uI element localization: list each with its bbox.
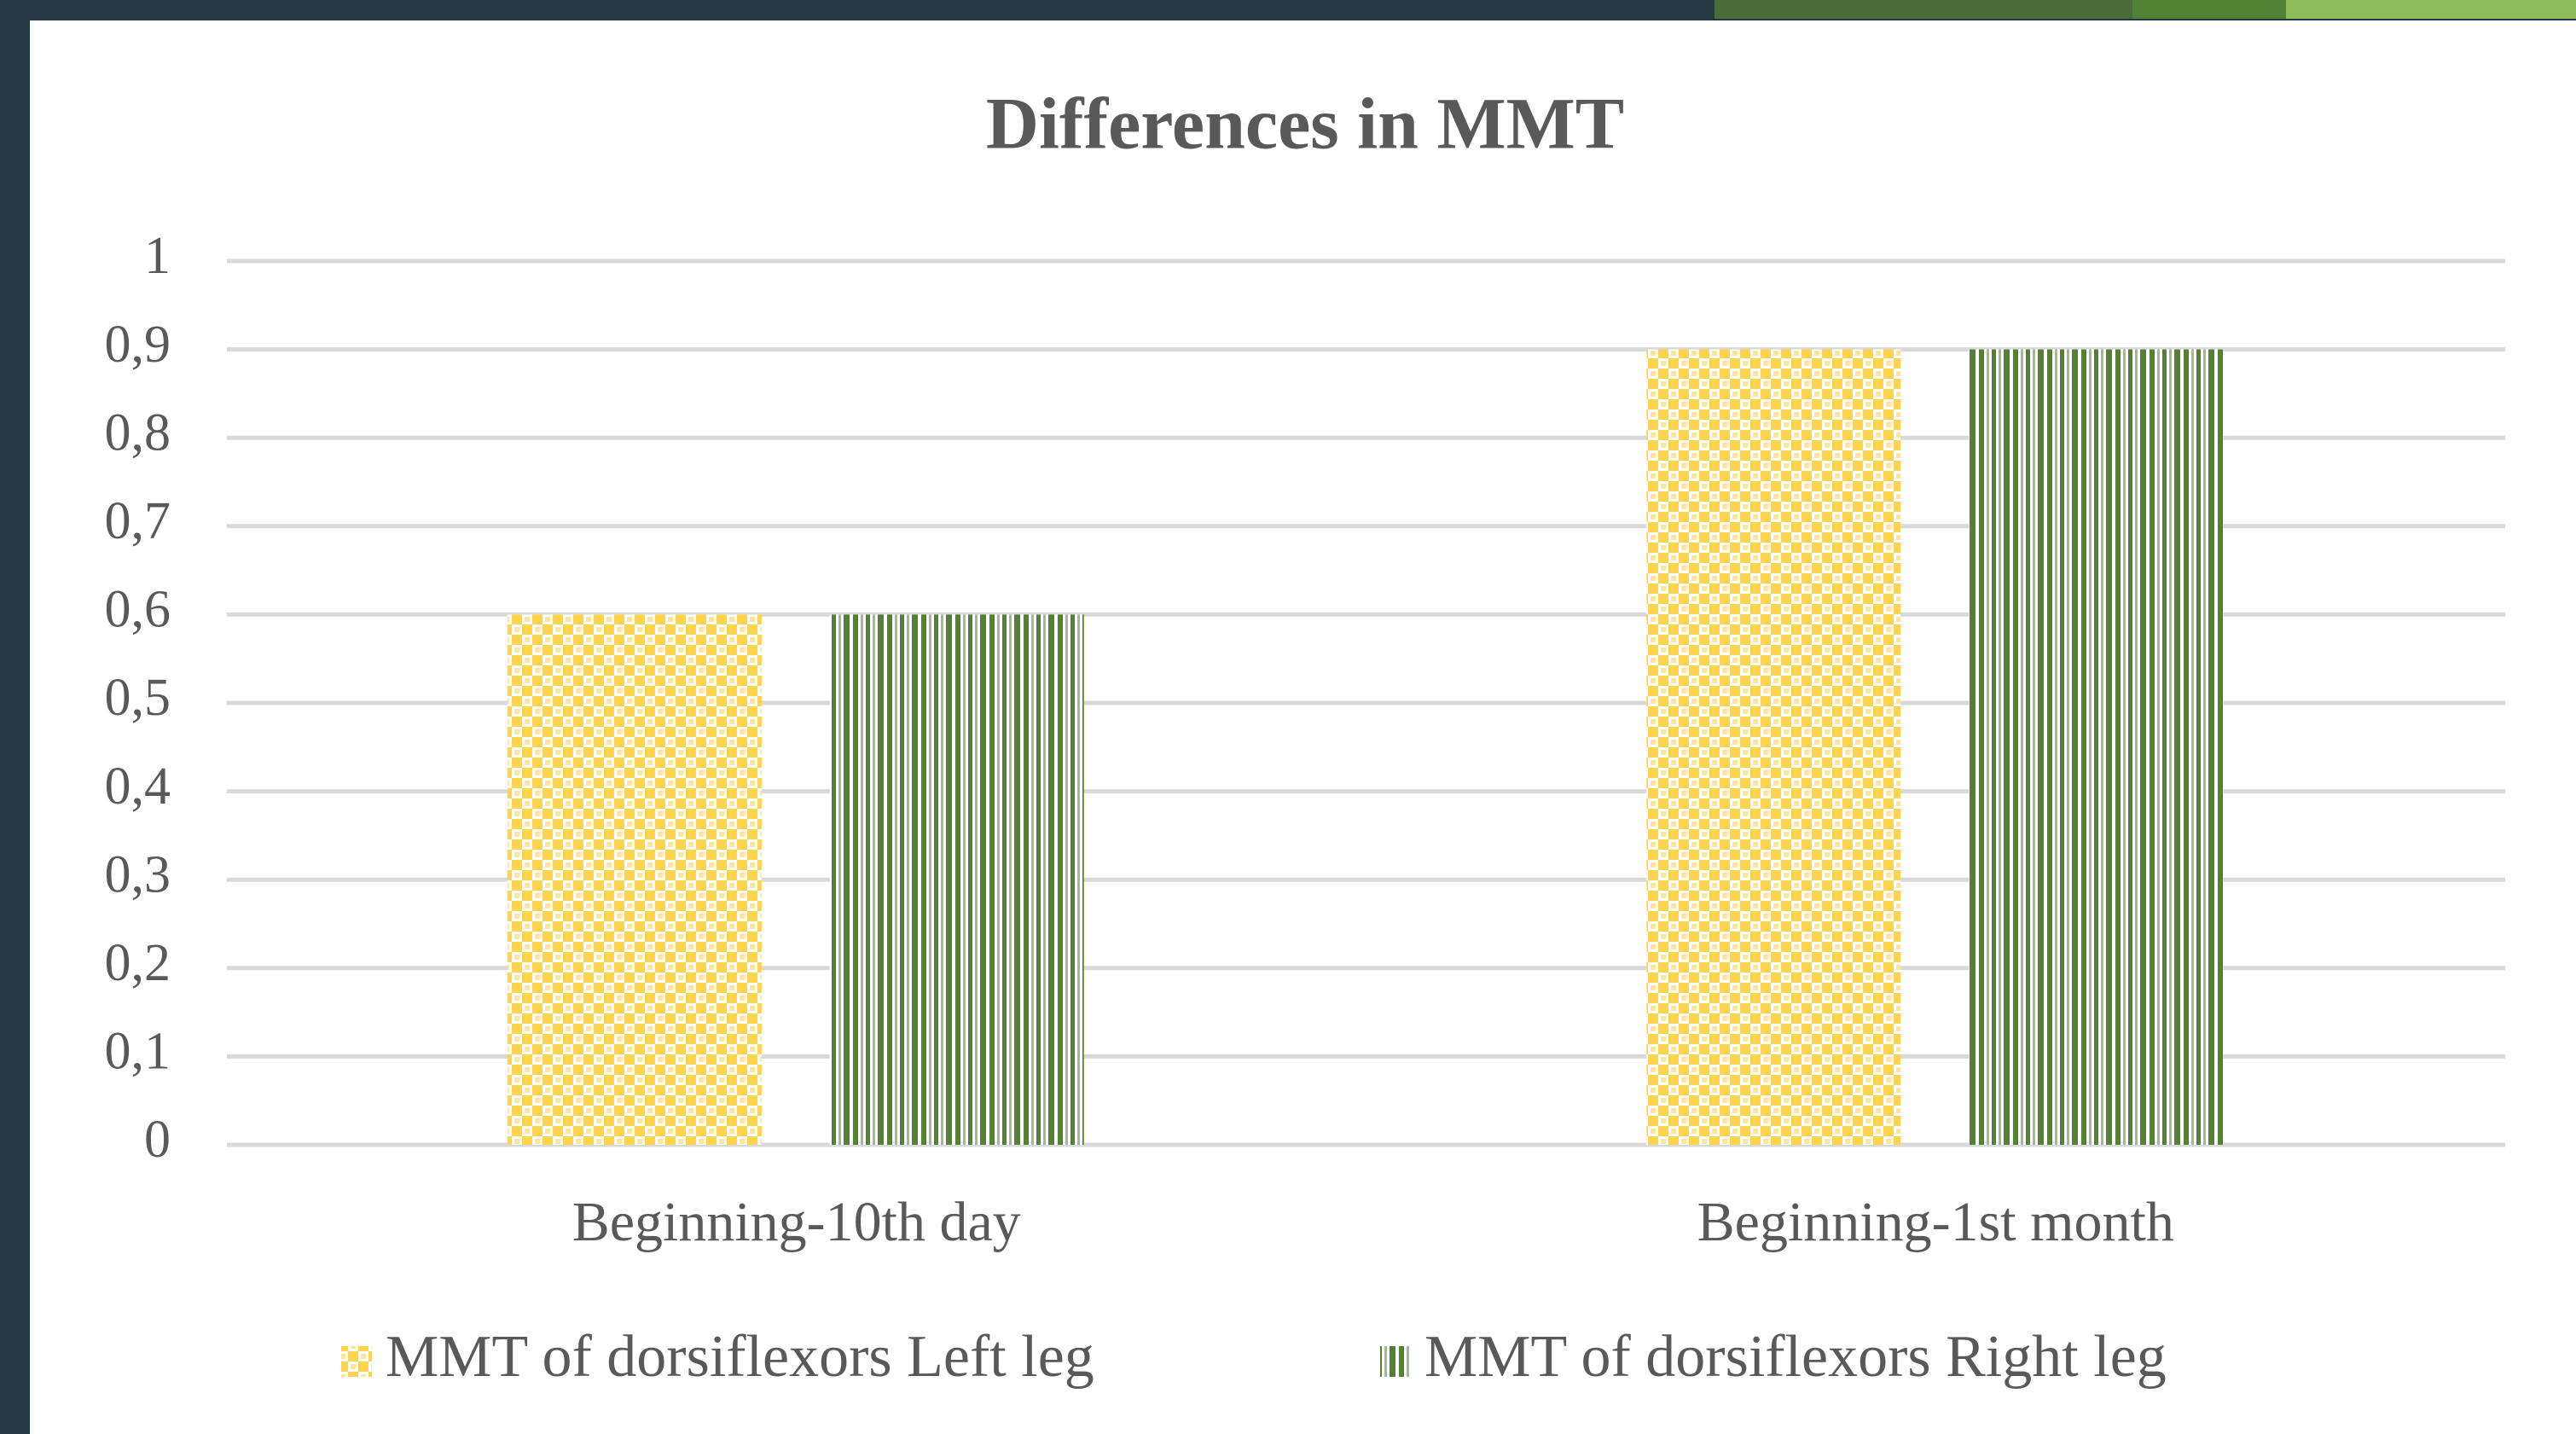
x-tick-label: Beginning-10th day — [572, 1191, 1021, 1253]
decor-strip — [2132, 0, 2286, 19]
legend-label: MMT of dorsiflexors Right leg — [1424, 1324, 2167, 1390]
bar — [1969, 349, 2224, 1146]
y-tick-label: 0,7 — [105, 492, 171, 550]
decor-strip — [2286, 0, 2576, 19]
legend-label: MMT of dorsiflexors Left leg — [386, 1324, 1094, 1390]
chart-title: Differences in MMT — [986, 83, 1624, 165]
y-tick-label: 0,2 — [105, 934, 171, 992]
y-tick-label: 1 — [144, 227, 171, 285]
y-tick-label: 0,4 — [105, 758, 171, 816]
bar — [507, 614, 762, 1145]
y-tick-label: 0,5 — [105, 669, 171, 727]
bar — [1646, 349, 1901, 1146]
y-tick-label: 0,1 — [105, 1023, 171, 1081]
y-tick-label: 0 — [144, 1111, 171, 1169]
y-tick-label: 0,8 — [105, 403, 171, 462]
y-tick-label: 0,9 — [105, 316, 171, 374]
legend-swatch — [341, 1346, 372, 1377]
legend-swatch — [1380, 1346, 1411, 1377]
y-tick-label: 0,6 — [105, 581, 171, 639]
y-tick-label: 0,3 — [105, 845, 171, 903]
bar — [829, 614, 1084, 1145]
x-tick-label: Beginning-1st month — [1697, 1191, 2174, 1253]
